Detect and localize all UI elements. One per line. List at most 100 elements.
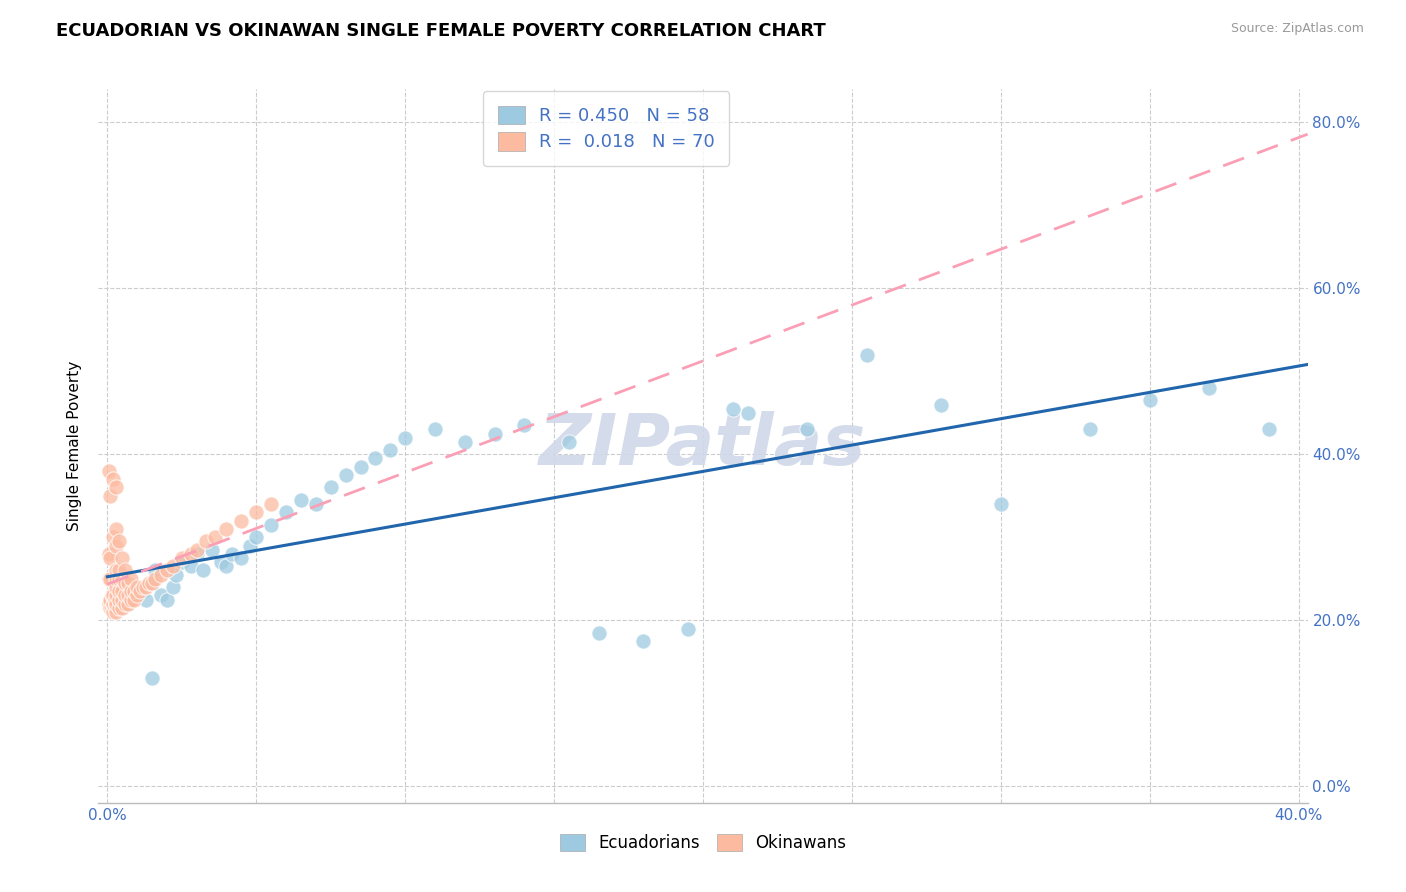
Point (103, 605, 125, 619)
Point (156, 592, 179, 607)
Point (186, 542, 208, 557)
Point (98, 489, 121, 503)
Point (108, 534, 131, 549)
Point (143, 572, 166, 586)
Point (676, 622, 699, 636)
Point (103, 597, 125, 611)
Point (129, 584, 152, 599)
Point (105, 564, 128, 578)
Point (170, 555, 193, 569)
Point (290, 492, 312, 507)
Point (117, 575, 139, 590)
Point (796, 422, 818, 436)
Point (105, 584, 128, 599)
Point (165, 567, 187, 582)
Point (104, 592, 127, 607)
Point (97, 572, 120, 586)
Point (105, 481, 128, 495)
Point (108, 572, 131, 586)
Point (221, 547, 243, 561)
Point (120, 592, 142, 607)
Point (120, 592, 142, 607)
Point (200, 542, 222, 557)
Point (97, 547, 120, 561)
Point (260, 497, 283, 511)
Point (162, 580, 184, 594)
Point (111, 600, 134, 615)
Point (111, 551, 134, 566)
Point (103, 530, 125, 544)
Point (1078, 422, 1101, 436)
Point (111, 600, 134, 615)
Point (454, 434, 477, 449)
Point (319, 481, 342, 495)
Point (111, 584, 134, 599)
Point (101, 600, 124, 615)
Point (135, 592, 157, 607)
Point (194, 534, 217, 549)
Point (98, 592, 121, 607)
Point (335, 468, 357, 483)
Point (274, 505, 297, 519)
Point (209, 555, 232, 569)
Point (245, 530, 267, 544)
Point (117, 597, 139, 611)
Point (108, 564, 131, 578)
Point (394, 431, 416, 445)
Point (141, 575, 163, 590)
Point (990, 497, 1012, 511)
Point (180, 559, 202, 574)
Point (588, 625, 610, 640)
Point (105, 539, 128, 553)
Point (141, 671, 163, 685)
Point (305, 497, 328, 511)
Point (108, 592, 131, 607)
Point (127, 588, 149, 602)
Point (105, 605, 128, 619)
Point (143, 564, 166, 578)
Point (117, 597, 139, 611)
Point (380, 443, 402, 458)
Point (111, 572, 134, 586)
Point (191, 564, 214, 578)
Text: Source: ZipAtlas.com: Source: ZipAtlas.com (1230, 22, 1364, 36)
Point (231, 551, 253, 566)
Point (186, 547, 208, 561)
Point (558, 434, 581, 449)
Point (513, 418, 536, 433)
Point (105, 597, 128, 611)
Point (98, 551, 121, 566)
Point (215, 559, 238, 574)
Point (98, 600, 121, 615)
Point (349, 459, 371, 474)
Point (114, 564, 136, 578)
Text: ECUADORIAN VS OKINAWAN SINGLE FEMALE POVERTY CORRELATION CHART: ECUADORIAN VS OKINAWAN SINGLE FEMALE POV… (56, 22, 825, 40)
Y-axis label: Single Female Poverty: Single Female Poverty (67, 361, 83, 531)
Point (127, 580, 149, 594)
Point (215, 522, 238, 536)
Point (105, 522, 128, 536)
Point (103, 597, 125, 611)
Point (633, 634, 655, 648)
Point (122, 592, 145, 607)
Point (156, 564, 179, 578)
Point (162, 559, 184, 574)
Point (239, 539, 262, 553)
Point (1139, 393, 1161, 408)
Point (108, 592, 131, 607)
Point (1257, 422, 1279, 436)
Point (484, 426, 506, 441)
Point (120, 584, 142, 599)
Point (114, 597, 136, 611)
Legend: Ecuadorians, Okinawans: Ecuadorians, Okinawans (554, 827, 852, 859)
Point (114, 588, 136, 602)
Point (260, 517, 283, 532)
Point (856, 348, 879, 362)
Point (245, 505, 267, 519)
Point (97, 464, 120, 478)
Point (737, 406, 759, 420)
Point (132, 580, 155, 594)
Point (132, 584, 155, 599)
Point (135, 580, 157, 594)
Point (114, 575, 136, 590)
